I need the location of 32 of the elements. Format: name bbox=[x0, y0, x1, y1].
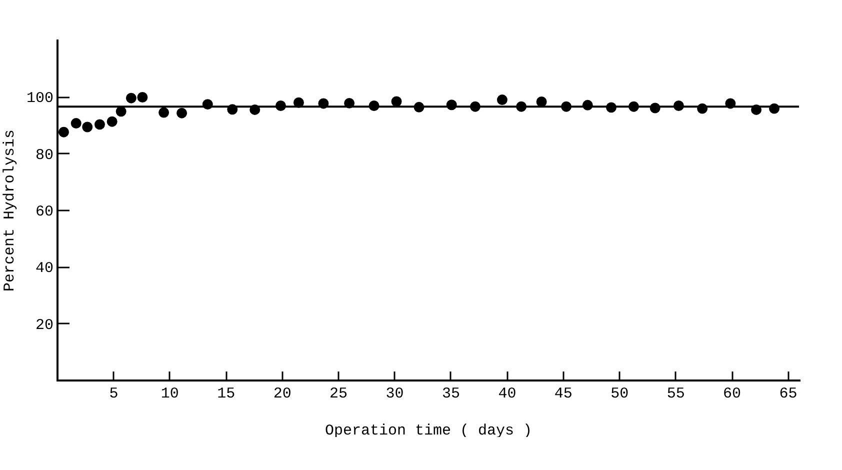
point bbox=[116, 106, 126, 117]
y-tick-label: 60 bbox=[35, 204, 54, 220]
point bbox=[536, 96, 547, 107]
x-tick-label: 30 bbox=[386, 386, 404, 402]
x-tick-label: 40 bbox=[498, 386, 516, 402]
x-tick-label: 35 bbox=[442, 386, 460, 402]
point bbox=[496, 94, 508, 106]
point bbox=[391, 96, 402, 107]
x-tick-label: 50 bbox=[610, 386, 629, 402]
y-tick-label: 20 bbox=[35, 316, 54, 334]
point bbox=[158, 107, 170, 118]
x-tick-label: 60 bbox=[723, 386, 742, 402]
x-tick-label: 20 bbox=[273, 386, 292, 402]
point bbox=[126, 92, 136, 104]
point bbox=[137, 92, 148, 102]
x-tick-label: 15 bbox=[217, 386, 236, 402]
y-tick-label: 80 bbox=[35, 146, 54, 164]
point bbox=[58, 126, 69, 138]
y-tick-label: 100 bbox=[26, 90, 54, 108]
point bbox=[70, 118, 82, 129]
point bbox=[82, 122, 93, 132]
point bbox=[106, 116, 118, 127]
x-tick-label: 45 bbox=[554, 386, 572, 402]
x-tick-label: 55 bbox=[666, 386, 685, 402]
y-tick-label: 40 bbox=[35, 260, 54, 278]
y-axis-title: Percent Hydrolysis bbox=[1, 129, 18, 292]
x-tick-label: 5 bbox=[109, 386, 118, 402]
x-tick-label: 65 bbox=[779, 386, 798, 402]
point bbox=[94, 119, 105, 130]
x-tick-label: 10 bbox=[160, 386, 179, 402]
x-tick-label: 25 bbox=[330, 386, 348, 402]
point bbox=[176, 108, 188, 118]
